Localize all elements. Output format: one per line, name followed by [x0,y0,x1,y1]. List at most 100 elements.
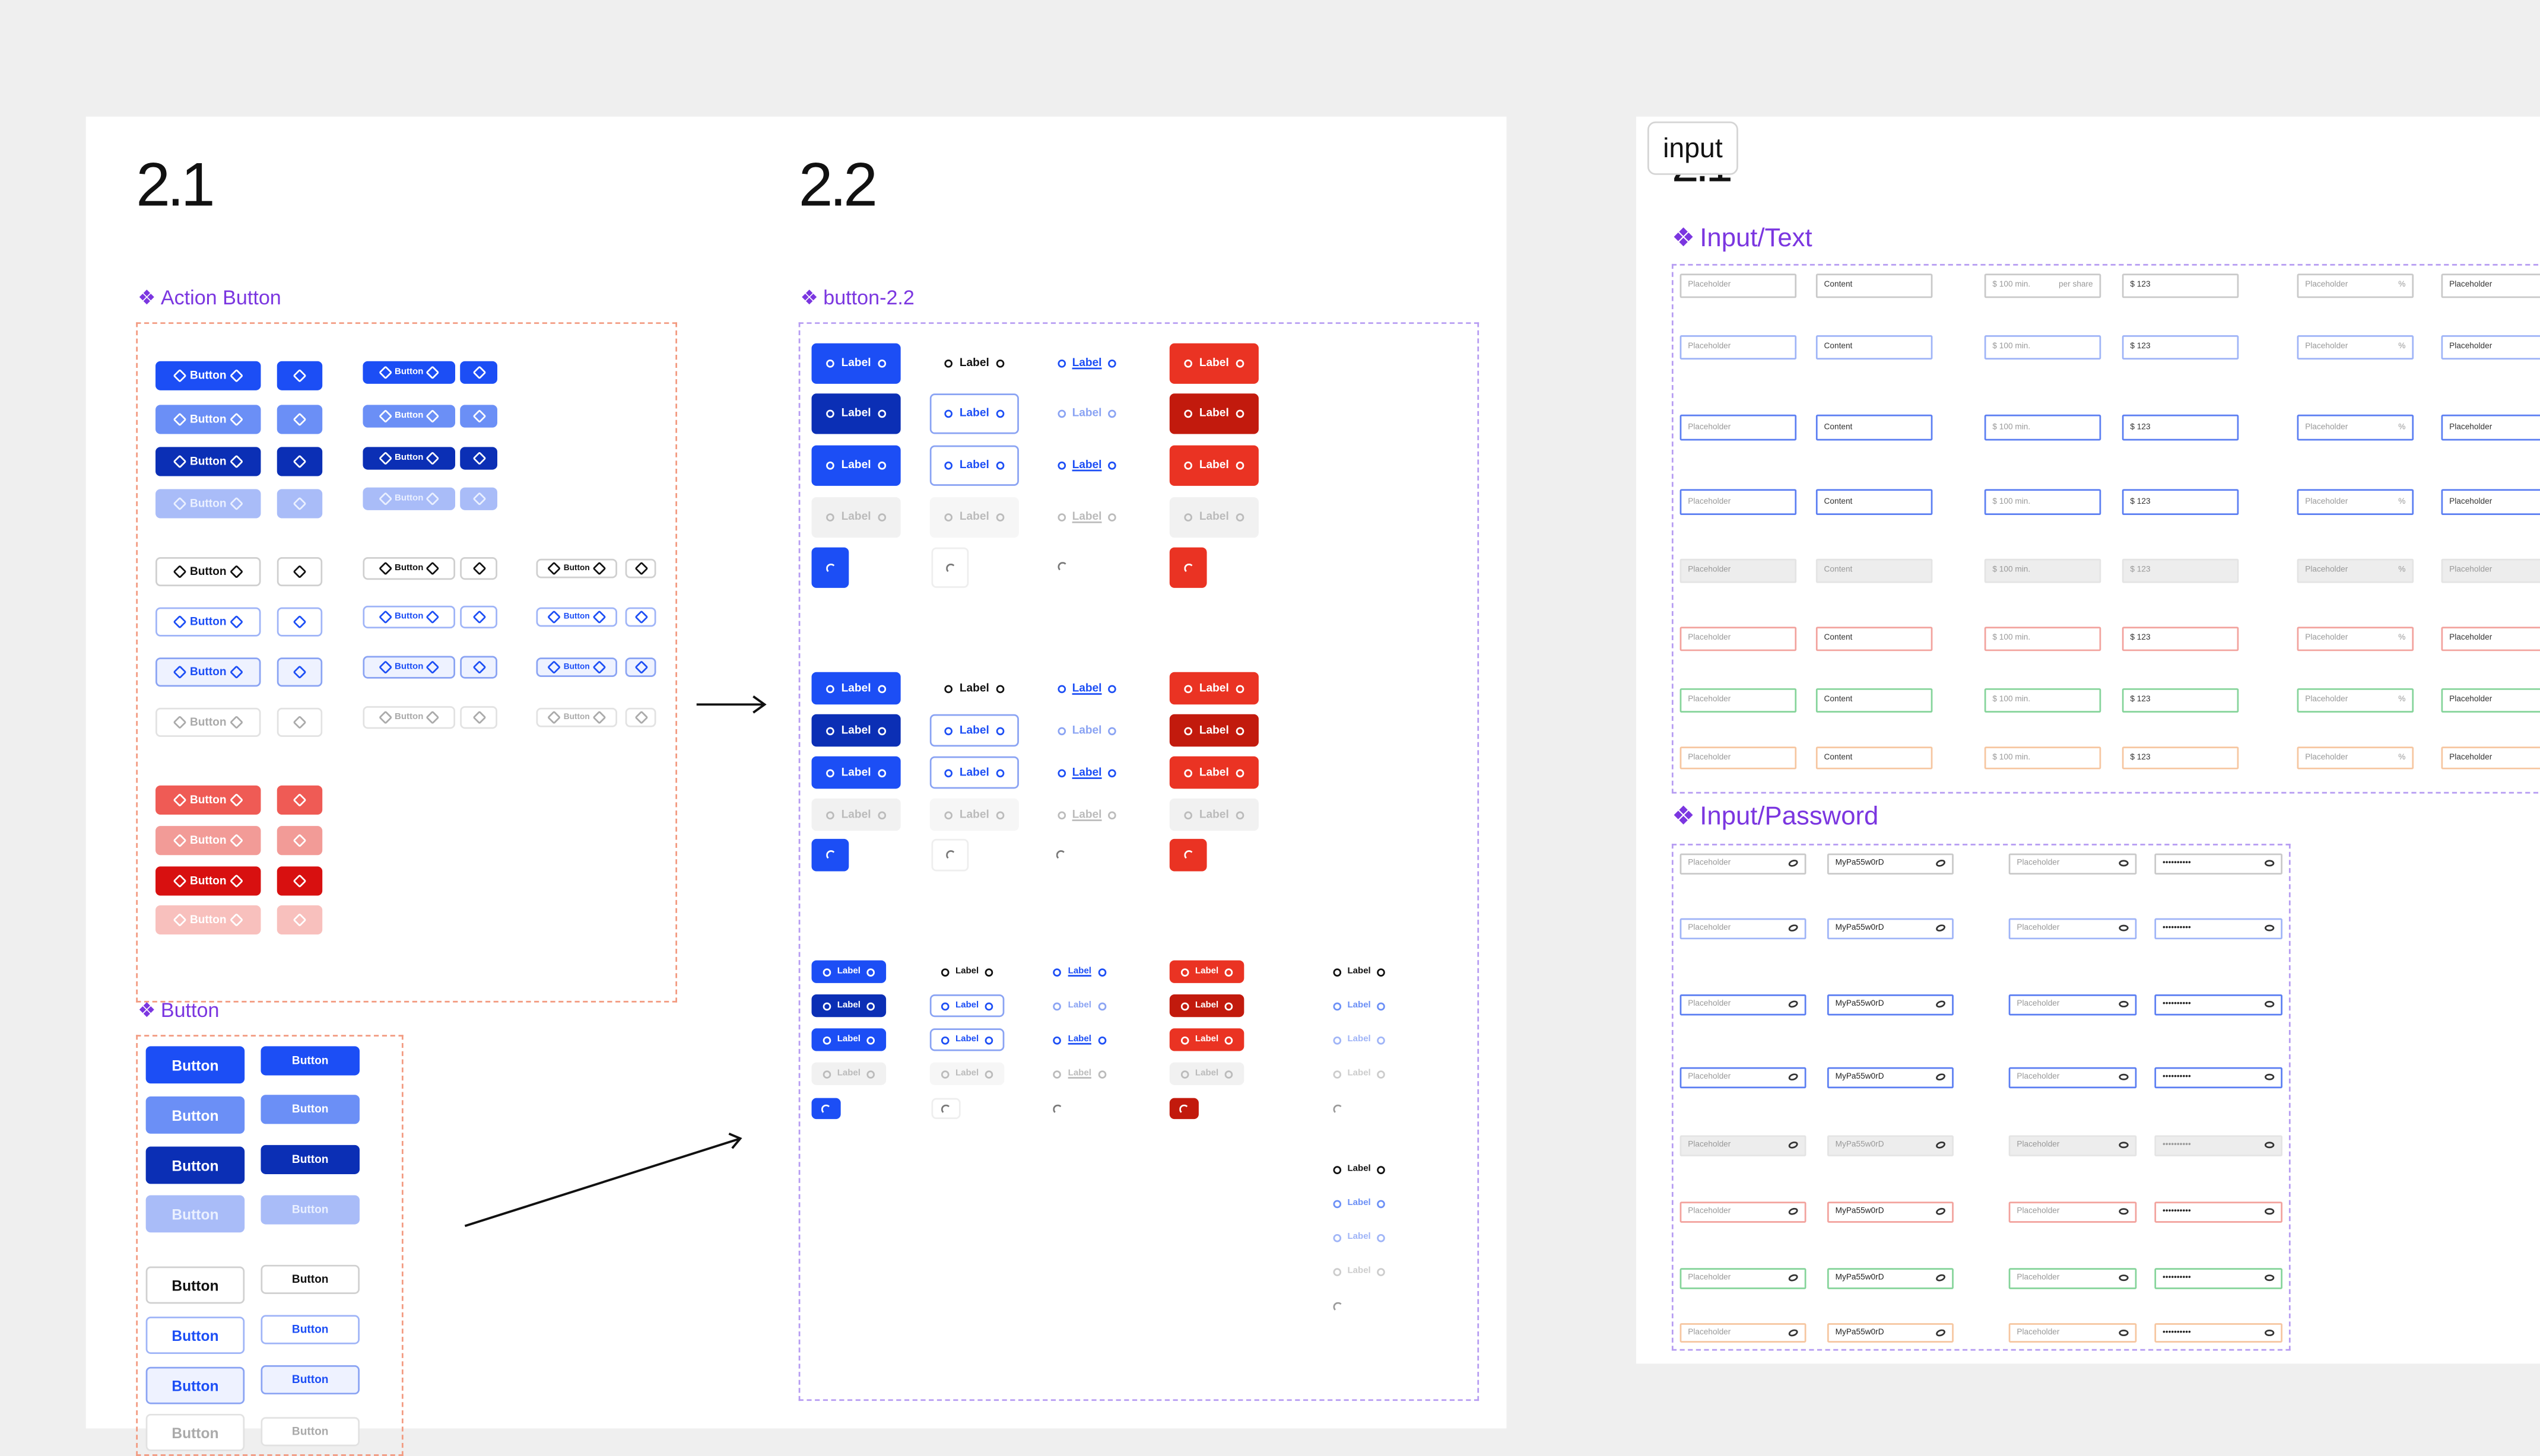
action-button[interactable] [460,706,497,729]
label-button[interactable]: Label [811,497,901,538]
password-input[interactable]: Placeholder [1679,917,1806,939]
label-button[interactable]: Label [1169,672,1259,705]
action-button[interactable] [277,447,323,476]
label-button[interactable]: Label [929,445,1019,486]
component-title-button-2-2[interactable]: ❖ button-2.2 [800,285,914,309]
loading-button[interactable] [1046,551,1079,583]
button[interactable]: Button [145,1146,245,1184]
label-button[interactable]: Label [1046,798,1128,831]
password-input[interactable]: •••••••••• [2154,917,2283,939]
text-input[interactable]: Placeholder [2441,414,2540,441]
label-button[interactable]: Label [1325,1062,1393,1085]
loading-button[interactable] [1328,1098,1348,1120]
action-button[interactable] [277,607,323,637]
text-input[interactable]: Content [1815,625,1933,650]
button[interactable]: Button [145,1317,245,1354]
text-input[interactable]: $ 100 min. per share [1984,272,2101,297]
label-button[interactable]: Label [1046,1028,1113,1051]
label-button[interactable]: Label [811,1028,887,1051]
label-button[interactable]: Label [929,1028,1005,1051]
button[interactable]: Button [261,1365,360,1395]
action-button[interactable]: Button [363,656,456,679]
password-input[interactable]: Placeholder [1679,993,1806,1015]
action-button[interactable]: Button [155,489,261,519]
label-button[interactable]: Label [1046,1062,1113,1085]
label-button[interactable]: Label [1325,1158,1393,1181]
eye-icon[interactable] [2119,860,2129,867]
action-button[interactable]: Button [155,361,261,390]
button[interactable]: Button [261,1417,360,1447]
text-input[interactable]: Placeholder [2441,334,2540,359]
label-button[interactable]: Label [1325,1226,1393,1249]
password-input[interactable]: •••••••••• [2154,853,2283,874]
password-input[interactable]: •••••••••• [2154,1267,2283,1289]
password-input[interactable]: Placeholder [2008,1267,2137,1289]
eye-icon[interactable] [2264,1330,2275,1336]
text-input[interactable]: Placeholder [2441,687,2540,712]
label-button[interactable]: Label [1046,497,1128,538]
text-input[interactable]: Placeholder% [2297,558,2414,583]
action-button[interactable]: Button [363,605,456,629]
action-button[interactable] [625,558,656,578]
eye-off-icon[interactable] [1935,858,1947,868]
action-button[interactable] [460,361,497,384]
password-input[interactable]: •••••••••• [2154,1323,2283,1343]
eye-icon[interactable] [2119,1142,2129,1149]
eye-icon[interactable] [2264,924,2275,932]
action-button[interactable] [460,487,497,510]
eye-off-icon[interactable] [1935,1072,1947,1082]
text-input[interactable]: Placeholder [1679,558,1797,583]
eye-off-icon[interactable] [1787,1140,1799,1150]
text-input[interactable]: Placeholder [1679,489,1797,516]
label-button[interactable]: Label [811,343,901,384]
text-input[interactable]: Placeholder [1679,272,1797,297]
button[interactable]: Button [145,1096,245,1134]
action-button[interactable]: Button [363,405,456,428]
label-button[interactable]: Label [1325,994,1393,1018]
action-button[interactable] [277,489,323,519]
label-button[interactable]: Label [1169,1062,1244,1085]
text-input[interactable]: Placeholder% [2297,272,2414,297]
text-input[interactable]: Placeholder [2441,746,2540,770]
action-button[interactable]: Button [155,405,261,434]
action-button[interactable]: Button [536,558,617,578]
label-button[interactable]: Label [929,960,1005,983]
label-button[interactable]: Label [1169,445,1259,486]
button[interactable]: Button [261,1315,360,1344]
label-button[interactable]: Label [929,497,1019,538]
loading-button[interactable] [811,1098,841,1120]
action-button[interactable]: Button [363,447,456,470]
text-input[interactable]: Placeholder [1679,334,1797,359]
password-input[interactable]: Placeholder [2008,1066,2137,1088]
eye-off-icon[interactable] [1935,999,1947,1009]
eye-off-icon[interactable] [1935,1140,1947,1150]
label-button[interactable]: Label [811,960,887,983]
eye-icon[interactable] [2264,1073,2275,1080]
password-input[interactable]: MyPa55w0rD [1827,1200,1954,1222]
action-button[interactable]: Button [155,905,261,934]
action-button[interactable]: Button [363,557,456,580]
component-title-button[interactable]: ❖ Button [138,997,219,1022]
label-button[interactable]: Label [811,714,901,747]
text-input[interactable]: Placeholder [2441,625,2540,650]
text-input[interactable]: Content [1815,489,1933,516]
text-input[interactable]: $ 123 [2122,334,2239,359]
label-button[interactable]: Label [1169,798,1259,831]
password-input[interactable]: Placeholder [2008,1323,2137,1343]
action-button[interactable] [460,447,497,470]
text-input[interactable]: $ 123 [2122,414,2239,441]
action-button[interactable] [625,607,656,627]
action-button[interactable] [625,657,656,677]
component-title-input-password[interactable]: ❖ Input/Password [1672,800,1878,832]
eye-off-icon[interactable] [1787,1273,1799,1283]
password-input[interactable]: Placeholder [1679,1200,1806,1222]
label-button[interactable]: Label [1169,714,1259,747]
text-input[interactable]: Content [1815,272,1933,297]
label-button[interactable]: Label [1169,756,1259,789]
password-input[interactable]: Placeholder [2008,917,2137,939]
label-button[interactable]: Label [1046,445,1128,486]
text-input[interactable]: $ 100 min. [1984,414,2101,441]
label-button[interactable]: Label [929,1062,1005,1085]
password-input[interactable]: •••••••••• [2154,1134,2283,1156]
action-button[interactable]: Button [536,707,617,727]
